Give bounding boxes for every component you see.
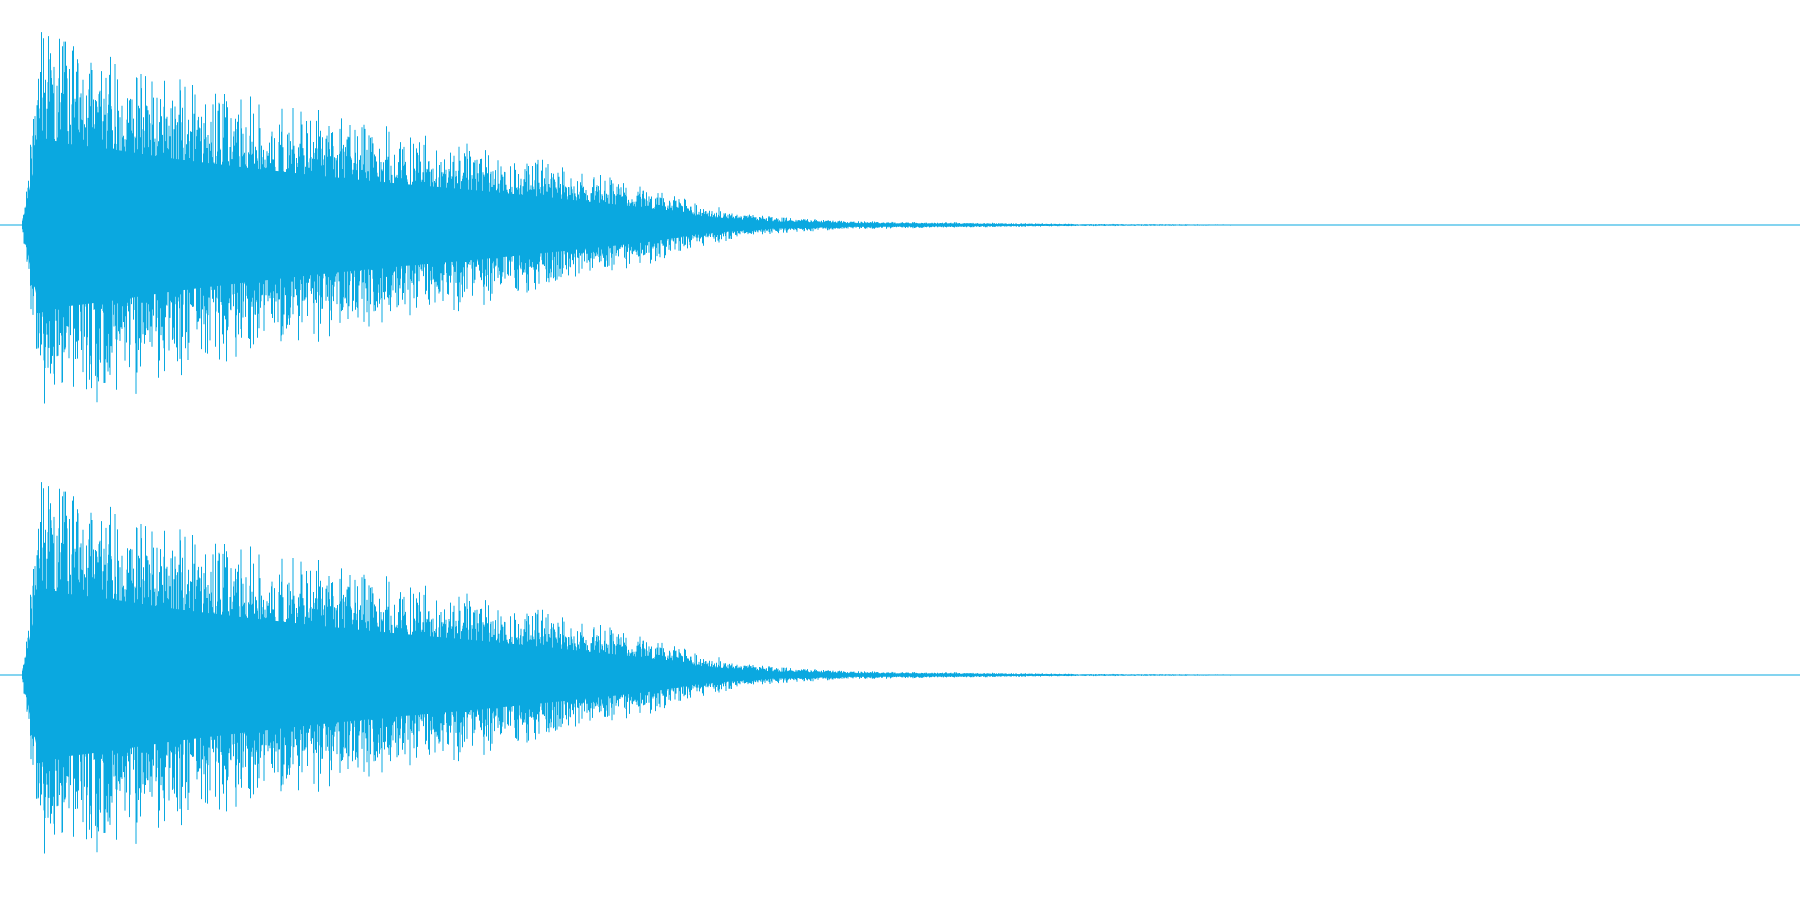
waveform-channel-right [0, 482, 1800, 854]
waveform-core-fill [22, 587, 1522, 763]
waveform-core-fill [22, 137, 1522, 313]
waveform-channel-left [0, 32, 1800, 404]
